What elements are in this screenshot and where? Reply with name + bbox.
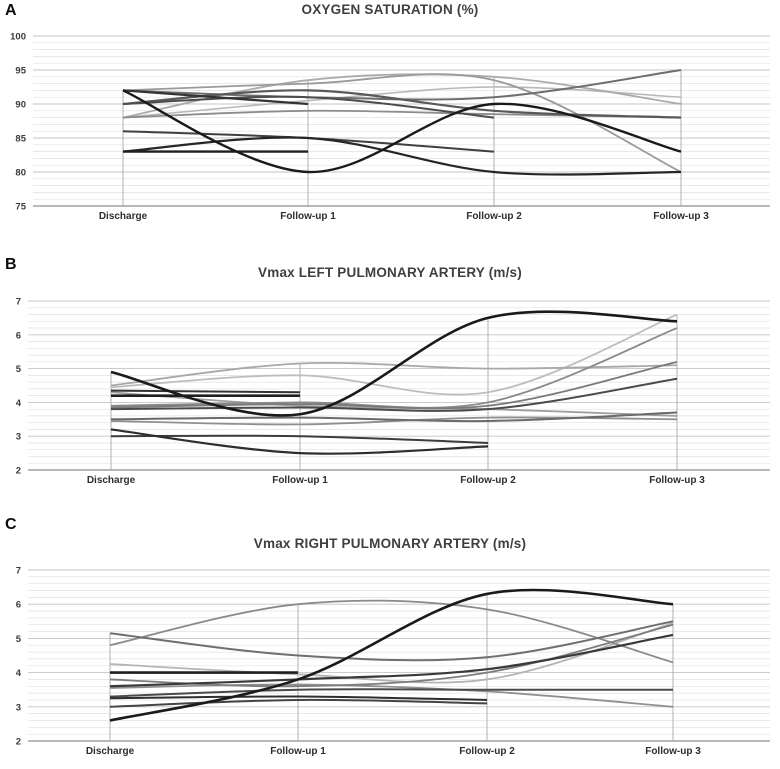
y-tick-label: 90	[15, 100, 26, 111]
series-line	[122, 89, 682, 174]
category-label: Follow-up 3	[653, 211, 709, 222]
series-line	[109, 683, 674, 708]
series-line	[110, 377, 678, 412]
series-line	[122, 136, 682, 176]
y-tick-label: 7	[16, 566, 21, 577]
panel-c-title: Vmax RIGHT PULMONARY ARTERY (m/s)	[253, 536, 527, 551]
series-line	[122, 109, 682, 119]
category-label: Discharge	[99, 211, 148, 222]
series-line	[122, 86, 682, 119]
category-label: Follow-up 3	[645, 746, 701, 757]
category-label: Discharge	[87, 475, 136, 486]
series-line	[110, 389, 301, 394]
category-label: Follow-up 1	[270, 746, 326, 757]
series-line	[122, 73, 682, 173]
series-line	[110, 416, 678, 426]
category-label: Follow-up 2	[466, 211, 522, 222]
category-label: Follow-up 1	[272, 475, 328, 486]
y-tick-label: 95	[15, 66, 26, 77]
series-line	[110, 310, 678, 417]
panel-a-title: OXYGEN SATURATION (%)	[301, 2, 479, 17]
series-line	[110, 313, 678, 396]
y-tick-label: 3	[16, 702, 21, 713]
y-tick-label: 100	[10, 32, 26, 43]
panel-b-title: Vmax LEFT PULMONARY ARTERY (m/s)	[258, 265, 522, 280]
y-tick-label: 5	[16, 364, 22, 375]
series-line	[109, 695, 488, 701]
category-label: Follow-up 3	[649, 475, 705, 486]
series-line	[109, 633, 674, 688]
panel-letter-a: A	[5, 2, 17, 19]
series-line	[109, 698, 488, 708]
y-tick-label: 7	[16, 297, 21, 308]
series-line	[109, 620, 674, 662]
y-tick-label: 3	[16, 432, 21, 443]
series-line	[122, 130, 495, 153]
y-tick-label: 80	[15, 168, 26, 179]
y-tick-label: 75	[15, 202, 26, 213]
y-tick-label: 4	[16, 398, 22, 409]
y-tick-label: 85	[15, 134, 26, 145]
y-tick-label: 2	[16, 466, 21, 477]
category-label: Follow-up 1	[280, 211, 336, 222]
series-line	[110, 362, 678, 387]
category-label: Discharge	[86, 746, 135, 757]
y-tick-label: 2	[16, 737, 21, 748]
category-label: Follow-up 2	[459, 746, 515, 757]
series-line	[109, 588, 674, 722]
series-line	[122, 95, 495, 119]
series-line	[109, 599, 674, 664]
category-label: Follow-up 2	[460, 475, 516, 486]
y-tick-label: 4	[16, 668, 22, 679]
y-tick-label: 6	[16, 330, 21, 341]
y-tick-label: 5	[16, 634, 22, 645]
y-tick-label: 6	[16, 600, 21, 611]
panel-letter-b: B	[5, 256, 17, 273]
panel-letter-c: C	[5, 516, 17, 533]
series-line	[109, 688, 673, 698]
series-line	[110, 411, 678, 423]
series-line	[110, 360, 678, 410]
series-line	[110, 428, 489, 455]
series-line	[122, 89, 309, 106]
